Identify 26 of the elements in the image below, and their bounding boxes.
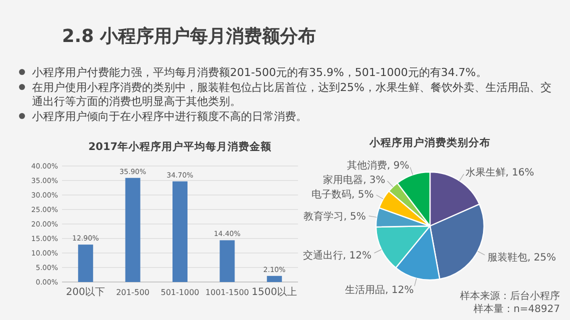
text: 样本量：n=48927 xyxy=(473,303,560,315)
bar xyxy=(78,244,94,282)
text: 小程序用户倾向于在小程序中进行额度不高的日常消费。 xyxy=(32,110,307,123)
slice-label: 电子数码, 5% xyxy=(311,188,374,200)
bar xyxy=(220,240,235,282)
slice-label: 水果生鲜, 16% xyxy=(466,166,534,179)
slice-label: 服装鞋包, 25% xyxy=(487,251,556,264)
slice-label: 生活用品, 12% xyxy=(345,284,414,296)
chart-title: 小程序用户消费类别分布 xyxy=(368,136,490,149)
x-tick-label: 200以下 xyxy=(66,286,106,298)
x-tick-label: 501-1000 xyxy=(160,288,200,297)
slice-label: 交通出行, 12% xyxy=(302,249,372,262)
text: 小程序用户付费能力强，平均每月消费额201-500元的有35.9%，501-1000元的有34.7%。 xyxy=(32,66,487,79)
slice-label: 家用电器, 3% xyxy=(323,174,386,186)
bar xyxy=(172,181,188,282)
x-tick-label: 1500以上 xyxy=(252,286,298,298)
x-tick-label: 1001-1500 xyxy=(205,288,250,297)
slice-label: 教育学习, 5% xyxy=(304,210,366,222)
bar xyxy=(266,276,282,282)
text: 2.8 小程序用户每月消费额分布 xyxy=(62,26,316,47)
text: 样本来源：后台小程序 xyxy=(460,290,560,302)
bar xyxy=(125,178,140,282)
chart-title: 2017年小程序用户平均每月消费金额 xyxy=(88,140,273,153)
text: 在用户使用小程序消费的类别中，服装鞋包位占比居首位，达到25%，水果生鲜、餐饮外卖、生活用品、交通出行等方面的消费也明显高于其他类别。 xyxy=(32,81,552,108)
slice-label: 其他消费, 9% xyxy=(347,159,410,172)
x-tick-label: 201-500 xyxy=(116,288,150,297)
